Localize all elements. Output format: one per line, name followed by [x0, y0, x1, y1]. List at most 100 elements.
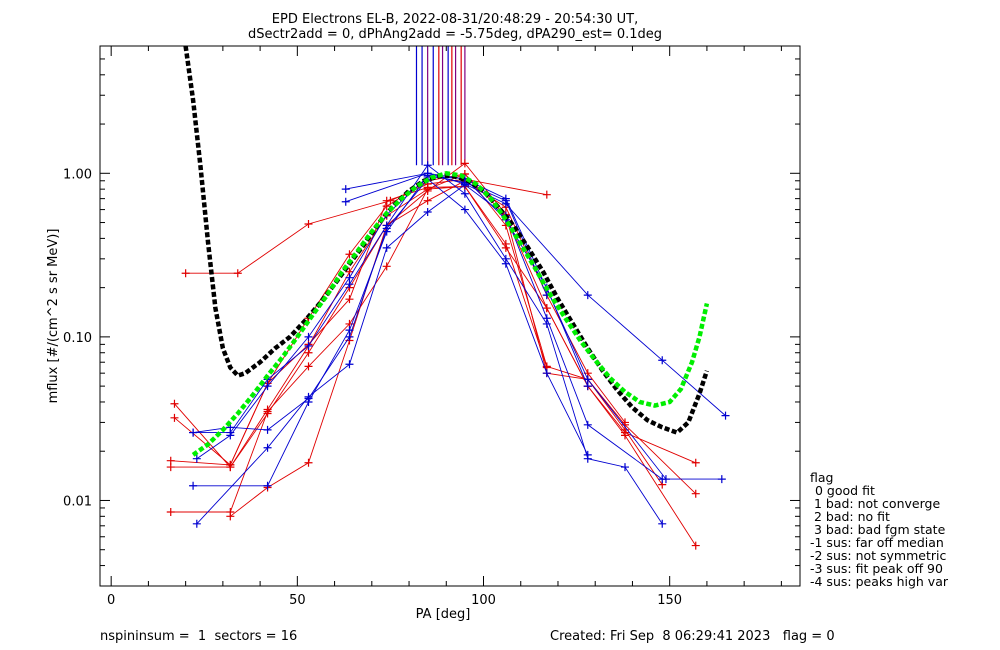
- x-tick-label: 150: [657, 593, 682, 608]
- series-line: [170, 173, 697, 546]
- data-point: [658, 519, 667, 528]
- plot-frame: [99, 45, 801, 587]
- legend-item: 2 bad: no fit: [810, 509, 890, 524]
- data-point: [304, 362, 313, 371]
- data-point: [304, 458, 313, 467]
- data-point: [423, 161, 432, 170]
- data-point: [691, 458, 700, 467]
- legend-item: 0 good fit: [815, 483, 875, 498]
- data-point: [658, 356, 667, 365]
- x-axis-label: PA [deg]: [416, 607, 471, 622]
- data-series-red: [181, 175, 551, 278]
- data-point: [226, 431, 235, 440]
- legend-item: 1 bad: not converge: [810, 496, 940, 511]
- data-point: [304, 394, 313, 403]
- data-point: [423, 183, 432, 192]
- data-point: [621, 463, 629, 472]
- legend-item: 3 bad: bad fgm state: [810, 522, 946, 537]
- legend-item: -2 sus: not symmetric: [810, 548, 946, 563]
- data-point: [721, 411, 730, 420]
- data-point: [304, 332, 313, 341]
- data-point: [189, 481, 198, 490]
- data-point: [304, 219, 313, 228]
- chart-title-line2: dSectr2add = 0, dPhAng2add = -5.75deg, d…: [248, 27, 662, 42]
- data-series-blue: [341, 169, 726, 484]
- data-point: [345, 295, 354, 304]
- series-line: [174, 186, 548, 466]
- data-point: [341, 197, 350, 206]
- data-point: [691, 541, 700, 550]
- chart-title-line1: EPD Electrons EL-B, 2022-08-31/20:48:29 …: [272, 12, 638, 27]
- series-line: [196, 176, 589, 460]
- fit-curve-black_fit: [183, 45, 710, 436]
- data-point: [542, 304, 551, 313]
- plot-area: [166, 45, 730, 550]
- data-point: [423, 196, 432, 205]
- data-point: [542, 314, 551, 323]
- y-tick-label: 1.00: [63, 167, 92, 182]
- legend-title: flag: [810, 470, 833, 485]
- data-point: [501, 239, 510, 248]
- data-point: [226, 512, 235, 521]
- data-series-blue: [189, 175, 592, 459]
- data-point: [658, 475, 667, 484]
- data-series-red: [170, 159, 700, 498]
- data-point: [460, 159, 469, 168]
- data-point: [263, 443, 272, 452]
- series-line: [174, 162, 697, 495]
- data-point: [304, 341, 313, 350]
- data-point: [226, 460, 235, 469]
- data-point: [345, 273, 354, 282]
- y-tick-label: 0.01: [63, 494, 92, 509]
- data-point: [542, 369, 551, 378]
- y-axis-label: mflux [#/(cm^2 s sr MeV)]: [46, 229, 61, 404]
- x-tick-label: 0: [107, 593, 115, 608]
- data-point: [423, 207, 432, 216]
- data-point: [691, 489, 700, 498]
- data-point: [263, 382, 272, 391]
- data-series-blue: [189, 161, 667, 528]
- data-point: [181, 269, 190, 278]
- data-point: [345, 360, 354, 369]
- data-point: [583, 382, 592, 391]
- data-point: [583, 450, 592, 459]
- data-series: [166, 159, 730, 550]
- data-point: [263, 407, 272, 416]
- y-tick-label: 0.10: [63, 331, 92, 346]
- legend-item: -1 sus: far off median: [810, 535, 944, 550]
- data-point: [382, 262, 391, 271]
- data-point: [583, 420, 592, 429]
- data-point: [382, 196, 391, 205]
- data-series-red: [166, 170, 700, 550]
- data-point: [345, 250, 354, 259]
- data-point: [542, 190, 551, 199]
- data-point: [166, 508, 175, 517]
- data-point: [170, 413, 179, 422]
- data-point: [583, 291, 592, 300]
- data-point: [341, 185, 350, 194]
- data-point: [501, 259, 510, 268]
- data-point: [304, 348, 313, 357]
- footer-left: nspininsum = 1 sectors = 16: [100, 629, 297, 644]
- series-line: [193, 164, 663, 525]
- data-series-blue: [189, 171, 551, 490]
- footer-right: Created: Fri Sep 8 06:29:41 2023 flag = …: [550, 629, 835, 644]
- series-line: [345, 172, 722, 480]
- series-line: [170, 173, 663, 485]
- legend-item: -4 sus: peaks high var: [810, 574, 949, 589]
- data-point: [189, 428, 198, 437]
- data-point: [345, 332, 354, 341]
- legend-item: -3 sus: fit peak off 90: [810, 561, 943, 576]
- data-point: [166, 456, 175, 465]
- fit-curve-green_fit: [191, 171, 710, 457]
- data-point: [233, 269, 242, 278]
- series-line: [170, 186, 696, 513]
- data-point: [621, 428, 629, 437]
- x-tick-label: 50: [289, 593, 306, 608]
- data-point: [170, 399, 179, 408]
- marker-lines: [415, 46, 466, 166]
- fit-curves: [183, 45, 710, 457]
- data-point: [382, 243, 391, 252]
- data-point: [460, 189, 469, 198]
